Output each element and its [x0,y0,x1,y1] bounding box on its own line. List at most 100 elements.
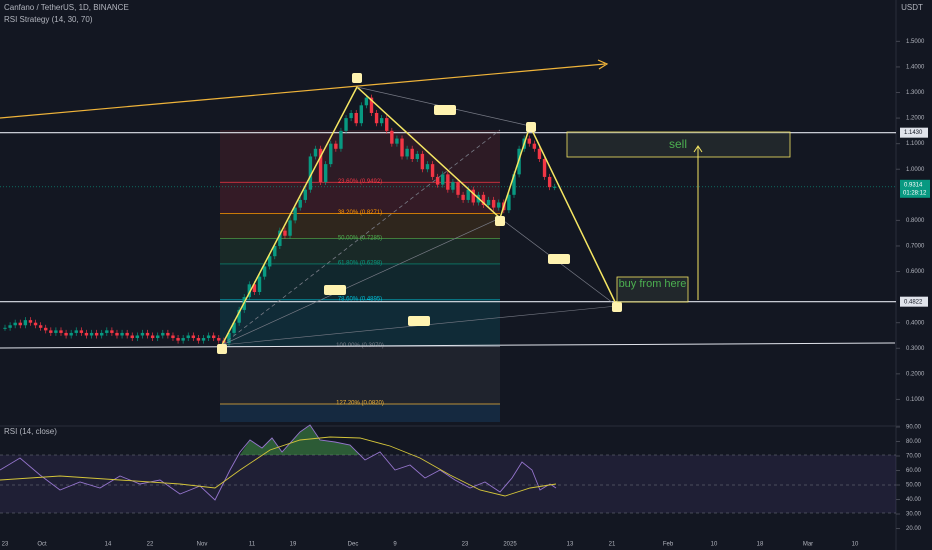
fib-label: 78.60% (0.4895) [338,296,382,302]
candle [196,338,201,341]
candle [497,202,501,208]
x-tick-label: 2025 [503,542,517,548]
price-badge [900,296,928,307]
candle [125,332,129,336]
candle [18,322,22,326]
rsi-title: RSI (14, close) [4,427,57,436]
fib-band [220,299,500,347]
candle [28,320,33,323]
candle [115,332,119,336]
candle [89,332,94,336]
candle [262,266,267,277]
candle [237,309,241,323]
candle [171,335,175,339]
arrow-head [597,59,609,70]
candle [38,325,43,328]
candle [553,186,557,188]
candle [54,330,58,333]
x-tick-label: 10 [711,542,718,548]
candle [211,335,216,339]
candle [481,194,486,206]
x-tick-label: 10 [852,542,859,548]
candle [278,230,282,246]
rsi-tick-label: 60.00 [906,468,922,474]
buy-label: buy from here [618,278,687,290]
candle [176,338,180,341]
candle [33,322,38,326]
buy-label-wrap: buy from here [618,278,687,290]
candle [390,130,394,144]
candle [364,97,369,106]
fib-label: 50.00% (0.7285) [338,235,382,241]
candle [461,194,465,200]
x-tick-label: 18 [757,542,764,548]
candle [374,112,379,124]
candle [339,130,343,149]
last-price-badge [900,179,930,198]
candle [410,148,414,160]
candle [430,164,435,177]
x-tick-label: 9 [393,542,397,548]
fib-band [220,213,500,239]
y-tick-label: 0.4000 [906,320,925,326]
candle [13,322,17,326]
candle [451,182,455,190]
candle [349,112,353,119]
candle [308,156,313,190]
countdown: 01:28:12 [903,190,927,196]
y-tick-label: 1.3000 [906,90,925,96]
candle [257,276,262,293]
candle [405,148,409,157]
candle [441,174,445,185]
x-tick-label: Feb [663,542,674,548]
candle [217,338,221,341]
candle [181,338,185,341]
candle [79,330,84,333]
candle [120,332,124,336]
x-tick-label: Dec [348,542,359,548]
x-tick-label: 22 [147,542,154,548]
candle [283,230,287,236]
candle [456,182,460,195]
candle [145,332,150,336]
x-tick-label: Mar [803,542,813,548]
candle [59,330,63,333]
y-tick-label: 1.2000 [906,116,925,122]
candle [100,332,104,336]
x-tick-label: Oct [37,542,47,548]
currency: USDT [901,3,923,12]
y-tick-label: 0.7000 [906,244,925,250]
pattern-diagonal [221,129,501,346]
price-badge [900,127,928,138]
x-tick-label: 14 [105,542,112,548]
candle [150,335,155,339]
candle [359,105,363,124]
x-tick-label: 11 [249,542,256,548]
candle [206,335,211,339]
fib-label: 127.20% (0.0820) [336,401,384,407]
rsi-tick-label: 80.00 [906,439,922,445]
sell-box [566,131,791,158]
candle [288,220,292,236]
price-badge-label: 0.4822 [904,299,923,305]
candle [273,245,277,257]
price-badge-label: 1.1430 [904,130,923,136]
candle [74,330,78,333]
arrow-head [693,145,703,153]
rsi-tick-label: 50.00 [906,483,922,489]
candle [298,199,302,208]
candle [512,174,516,195]
candle [247,284,252,298]
candle [395,138,399,144]
candle [186,335,190,339]
y-tick-label: 0.6000 [906,269,925,275]
fib-box: 23.60% (0.9492) 38.20% (0.8271) 50.00% (0.… [220,130,500,422]
candle [227,332,231,344]
candle [64,332,68,336]
candle [3,327,7,329]
fib-band [220,346,500,405]
candle [23,320,28,326]
x-tick-label: 23 [462,542,469,548]
rsi-line [0,424,557,501]
candle [329,143,333,165]
